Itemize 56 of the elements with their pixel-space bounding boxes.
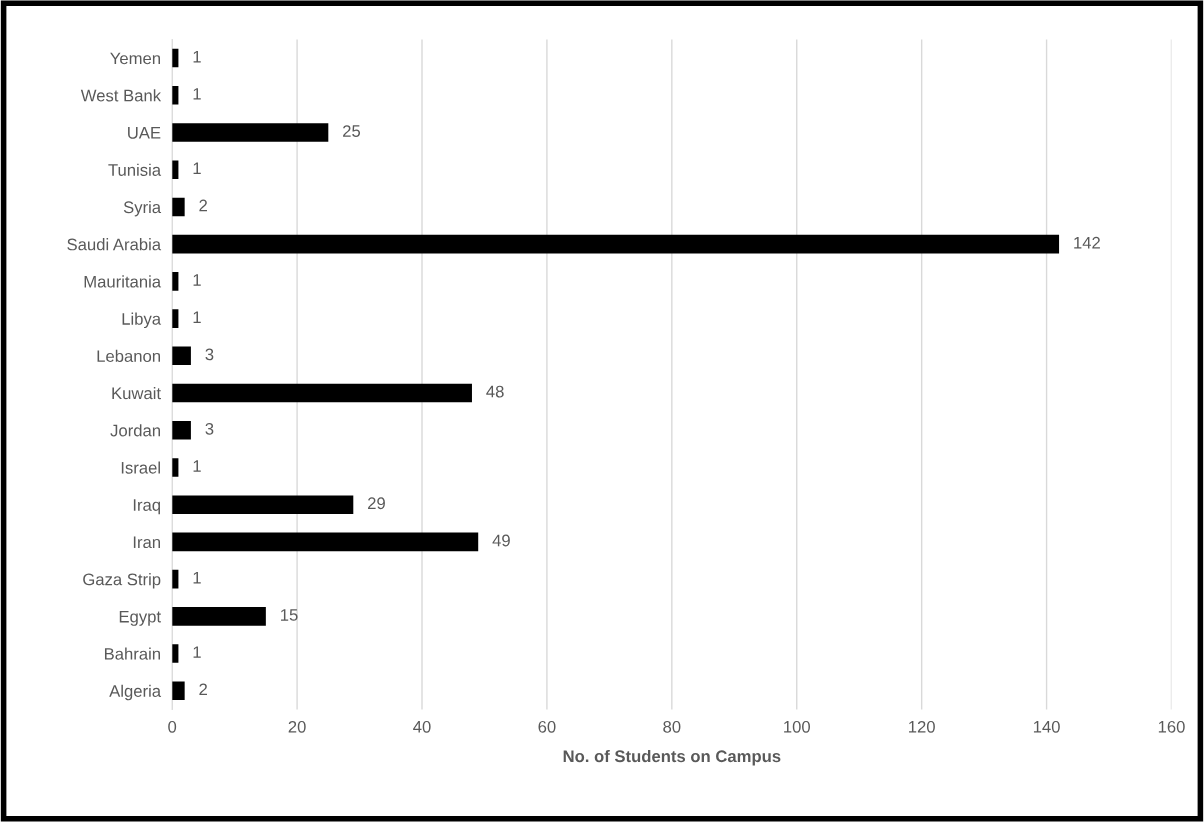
data-label: 3	[205, 422, 214, 435]
data-label: 1	[193, 646, 201, 658]
bar	[172, 346, 191, 366]
data-label: 48	[486, 385, 504, 398]
data-label: 1	[193, 274, 201, 286]
data-label: 2	[199, 199, 207, 212]
y-tick-label: Saudi Arabia	[67, 238, 162, 251]
y-tick-label: Gaza Strip	[83, 573, 161, 589]
y-tick-label: Syria	[123, 200, 162, 217]
bar	[172, 681, 185, 701]
x-tick-label: 140	[1033, 720, 1060, 733]
x-axis-title: No. of Students on Campus	[563, 749, 781, 766]
bar	[172, 532, 479, 552]
data-label: 29	[368, 497, 385, 510]
y-tick-label: Tunisia	[108, 163, 162, 176]
data-label: 1	[193, 311, 201, 323]
bar	[172, 123, 329, 142]
bar	[172, 607, 266, 626]
x-tick-label: 0	[168, 720, 177, 733]
y-tick-label: Bahrain	[104, 647, 160, 660]
y-tick-label: Mauritania	[84, 275, 162, 288]
y-tick-label: Yemen	[110, 52, 160, 65]
data-label: 1	[193, 162, 201, 175]
bar	[172, 495, 354, 514]
y-tick-label: UAE	[128, 127, 161, 139]
y-tick-label: Algeria	[109, 684, 162, 701]
data-label: 25	[343, 125, 361, 137]
y-tick-label: Iran	[133, 536, 160, 549]
data-label: 2	[199, 683, 207, 696]
y-tick-label: West Bank	[80, 89, 162, 102]
y-tick-label: Jordan	[110, 424, 160, 437]
y-tick-label: Egypt	[119, 610, 161, 626]
data-label: 15	[281, 609, 298, 621]
bar	[172, 234, 1060, 254]
bar	[172, 197, 185, 217]
data-label: 49	[492, 534, 510, 547]
data-label: 1	[193, 88, 201, 100]
bar	[172, 420, 191, 440]
x-tick-label: 60	[538, 720, 556, 733]
data-label: 1	[193, 460, 201, 472]
y-tick-label: Iraq	[133, 499, 160, 515]
x-tick-label: 100	[784, 720, 810, 733]
data-label: 3	[205, 348, 214, 361]
data-label: 142	[1074, 236, 1100, 249]
y-tick-label: Israel	[121, 461, 160, 474]
x-tick-label: 20	[288, 720, 306, 733]
x-tick-label: 80	[663, 720, 681, 733]
y-tick-label: Libya	[122, 312, 162, 329]
x-tick-label: 120	[909, 720, 935, 733]
y-tick-label: Lebanon	[97, 349, 160, 363]
y-tick-label: Kuwait	[112, 386, 161, 400]
data-label: 1	[193, 50, 201, 63]
x-tick-label: 160	[1158, 720, 1185, 733]
x-tick-label: 40	[413, 720, 431, 733]
data-label: 1	[193, 571, 201, 584]
bar	[172, 383, 472, 403]
